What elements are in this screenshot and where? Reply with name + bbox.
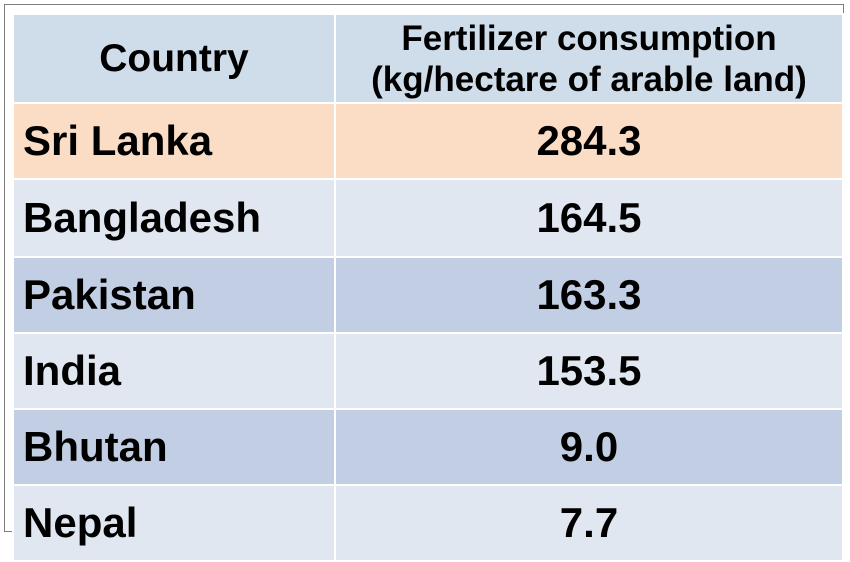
- table-row-nepal: Nepal 7.7: [12, 484, 844, 562]
- fertilizer-table: Country Fertilizer consumption (kg/hecta…: [12, 13, 844, 562]
- country-cell: Nepal: [12, 484, 336, 562]
- header-fertilizer-line1: Fertilizer consumption: [401, 18, 777, 58]
- table-row-bhutan: Bhutan 9.0: [12, 408, 844, 486]
- table-row-sri-lanka: Sri Lanka 284.3: [12, 102, 844, 180]
- country-cell: India: [12, 332, 336, 410]
- table-row-pakistan: Pakistan 163.3: [12, 256, 844, 334]
- country-cell: Bhutan: [12, 408, 336, 486]
- table-row-india: India 153.5: [12, 332, 844, 410]
- country-cell: Bangladesh: [12, 178, 336, 258]
- table-row-bangladesh: Bangladesh 164.5: [12, 178, 844, 258]
- value-cell: 7.7: [334, 484, 844, 562]
- value-cell: 164.5: [334, 178, 844, 258]
- value-cell: 163.3: [334, 256, 844, 334]
- header-fertilizer-consumption: Fertilizer consumption (kg/hectare of ar…: [334, 13, 844, 104]
- value-cell: 9.0: [334, 408, 844, 486]
- value-cell: 153.5: [334, 332, 844, 410]
- country-cell: Sri Lanka: [12, 102, 336, 180]
- country-cell: Pakistan: [12, 256, 336, 334]
- header-country: Country: [12, 13, 336, 104]
- value-cell: 284.3: [334, 102, 844, 180]
- table-frame: Country Fertilizer consumption (kg/hecta…: [4, 4, 844, 562]
- table-header-row: Country Fertilizer consumption (kg/hecta…: [12, 13, 844, 104]
- header-fertilizer-line2: (kg/hectare of arable land): [371, 59, 807, 99]
